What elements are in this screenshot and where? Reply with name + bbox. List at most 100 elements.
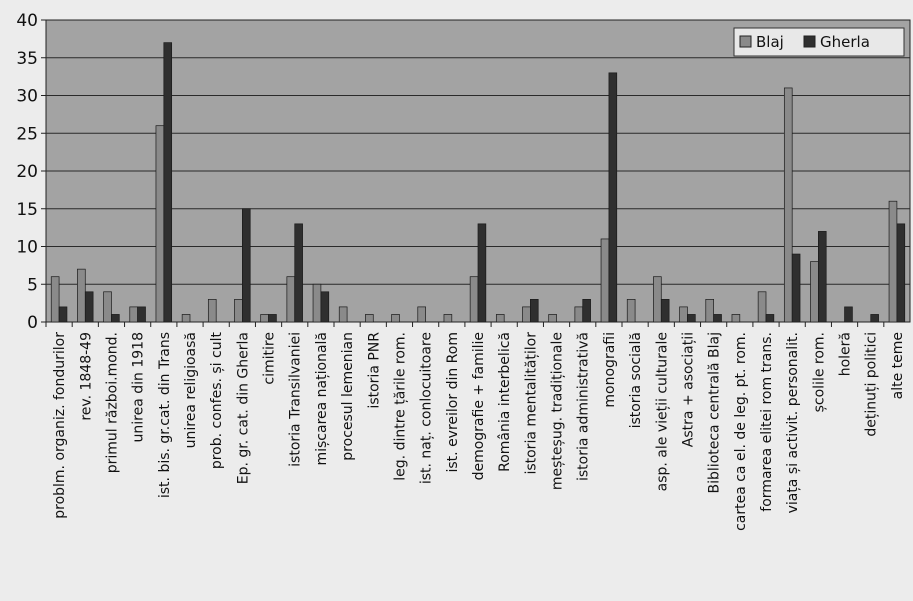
bar-blaj-13: [391, 314, 400, 323]
x-category-label: holeră: [838, 332, 854, 376]
x-category-label: mișcarea națională: [314, 332, 330, 466]
bar-blaj-1: [77, 268, 86, 323]
bar-gherla-24: [687, 314, 696, 323]
y-tick-label: 20: [16, 162, 38, 182]
x-category-label: unirea din 1918: [131, 332, 147, 442]
bar-blaj-4: [155, 125, 165, 323]
bar-gherla-10: [320, 291, 330, 323]
bar-gherla-3: [137, 306, 146, 323]
bar-blaj-28: [783, 87, 793, 323]
x-category-label: ist. bis. gr.cat. din Trans: [157, 332, 173, 498]
bar-gherla-27: [765, 314, 775, 323]
x-category-label: unirea religioasă: [183, 332, 199, 448]
bar-blaj-11: [338, 306, 348, 323]
bar-blaj-0: [50, 276, 60, 323]
x-category-label: deținuți politici: [864, 332, 880, 437]
bar-gherla-20: [582, 299, 591, 323]
legend: Blaj Gherla: [733, 27, 905, 57]
legend-box: [733, 27, 905, 57]
bar-blaj-26: [731, 314, 741, 323]
grid-lines: [46, 57, 910, 285]
legend-label-gherla: Gherla: [820, 33, 870, 51]
x-axis-labels: problm. organiz. fondurilor rev. 1848-49 p…: [45, 322, 906, 531]
x-category-label: cartea ca el. de leg. pt. rom.: [733, 332, 749, 531]
legend-label-blaj: Blaj: [756, 33, 784, 51]
bar-blaj-25: [705, 299, 714, 323]
y-tick-label: 30: [16, 87, 38, 107]
bar-gherla-7: [242, 208, 251, 323]
x-category-label: procesul lemenian: [340, 332, 356, 461]
bar-blaj-10: [312, 283, 322, 323]
x-category-label: rev. 1848-49: [78, 332, 94, 421]
x-category-label: Astra + asociații: [680, 332, 696, 447]
bar-gherla-21: [608, 72, 618, 323]
bar-gherla-18: [530, 299, 539, 323]
x-category-label: istoria Transilvaniei: [288, 332, 304, 467]
y-tick-label: 25: [16, 124, 38, 144]
bar-gherla-2: [111, 314, 120, 323]
x-category-label: demografie + familie: [471, 332, 487, 480]
bar-blaj-9: [286, 276, 296, 323]
x-category-label: școlile rom.: [811, 332, 827, 412]
bar-gherla-31: [870, 314, 879, 323]
bar-blaj-16: [469, 276, 479, 323]
x-category-label: istoria PNR: [366, 332, 382, 409]
bars: [50, 42, 906, 323]
bar-blaj-27: [757, 291, 767, 323]
bar-gherla-4: [163, 42, 173, 323]
y-tick-label: 5: [27, 275, 38, 295]
bar-blaj-8: [260, 314, 269, 323]
x-category-label: ist. evreilor din Rom: [445, 332, 461, 473]
bar-blaj-22: [626, 299, 636, 323]
bar-blaj-17: [495, 314, 505, 323]
x-category-label: Biblioteca centrală Blaj: [707, 332, 723, 493]
x-category-label: România interbelică: [497, 332, 513, 472]
bar-blaj-20: [574, 306, 584, 323]
bar-blaj-3: [129, 306, 138, 323]
bar-gherla-29: [818, 231, 827, 323]
bar-blaj-2: [103, 291, 112, 323]
y-tick-label: 35: [16, 49, 38, 69]
y-tick-label: 10: [16, 238, 38, 258]
bar-blaj-23: [653, 276, 662, 323]
x-category-label: istoria socială: [628, 332, 644, 428]
y-axis-ticks: 0 5 10 15 20 25 30 35 40: [16, 11, 46, 333]
bar-gherla-28: [791, 253, 801, 323]
x-category-label: monografii: [602, 332, 618, 408]
bar-blaj-19: [548, 314, 557, 323]
x-category-label: viața și activit. personalit.: [785, 332, 801, 513]
bar-blaj-15: [443, 314, 453, 323]
bar-blaj-14: [417, 306, 426, 323]
bar-blaj-12: [365, 314, 374, 323]
y-tick-label: 15: [16, 200, 38, 220]
bar-blaj-7: [234, 299, 243, 323]
bar-gherla-25: [713, 314, 722, 323]
bar-gherla-30: [844, 306, 853, 323]
x-category-label: asp. ale vieții culturale: [654, 332, 670, 491]
legend-swatch-gherla: [803, 35, 816, 48]
x-category-label: meșteșug. tradiționale: [550, 332, 566, 490]
x-category-label: ist. naț. conlocuitoare: [419, 332, 435, 484]
bar-blaj-18: [522, 306, 531, 323]
x-category-label: problm. organiz. fondurilor: [52, 332, 68, 519]
x-category-label: alte teme: [890, 332, 906, 399]
bar-gherla-8: [268, 314, 277, 323]
bar-gherla-23: [660, 299, 670, 323]
bar-gherla-32: [896, 223, 906, 323]
bar-blaj-5: [181, 314, 191, 323]
legend-swatch-blaj: [739, 35, 752, 48]
y-tick-label: 0: [27, 313, 38, 333]
bar-gherla-16: [477, 223, 487, 323]
x-category-label: prob. confes. și cult: [209, 332, 225, 470]
bar-blaj-32: [888, 200, 898, 323]
x-category-label: cimitire: [262, 332, 278, 385]
x-category-label: primul război.mond.: [104, 332, 120, 473]
bar-gherla-1: [84, 291, 94, 323]
bar-gherla-9: [294, 223, 303, 323]
bar-blaj-21: [600, 238, 610, 323]
x-category-label: istoria administrativă: [576, 332, 592, 481]
bar-blaj-29: [810, 261, 819, 323]
bar-blaj-6: [207, 299, 217, 323]
bar-blaj-24: [679, 306, 688, 323]
